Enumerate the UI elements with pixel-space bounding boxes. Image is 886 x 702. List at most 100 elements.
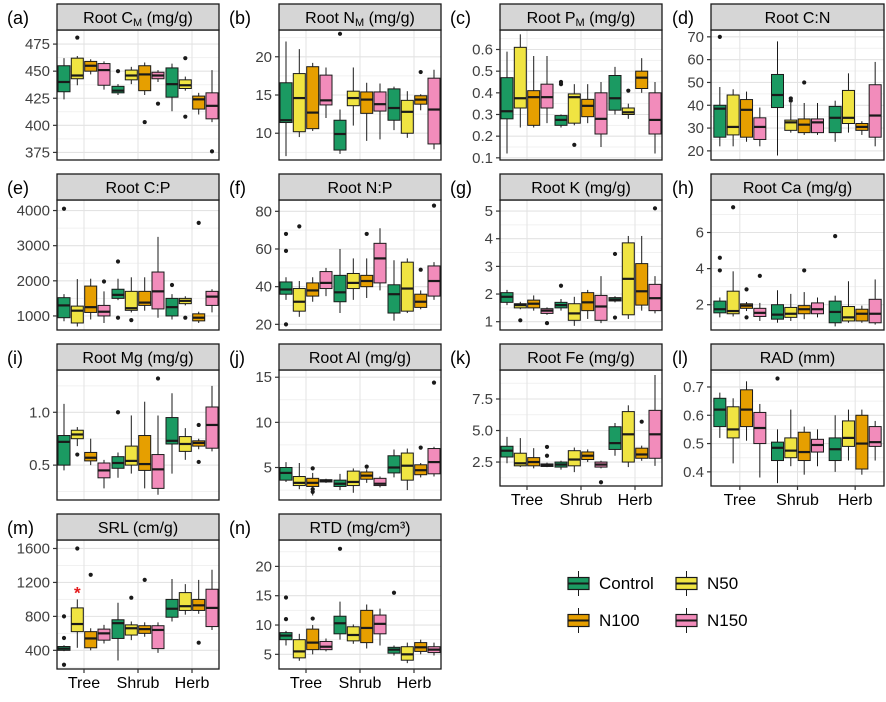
y-tick-label: 2 <box>485 286 493 303</box>
boxplot-key-icon <box>565 607 592 634</box>
outlier-point <box>613 252 617 256</box>
y-tick-label: 0.3 <box>472 107 493 124</box>
y-tick-label: 5 <box>485 203 493 220</box>
x-tick-label: Tree <box>289 675 321 692</box>
outlier-point <box>197 641 201 645</box>
panel-label: (f) <box>229 178 246 198</box>
boxplot-key-icon <box>673 570 700 597</box>
y-tick-label: 20 <box>255 49 272 66</box>
legend-item-control: Control <box>565 570 673 597</box>
y-tick-label: 1200 <box>17 574 50 591</box>
outlier-point <box>744 287 748 291</box>
significance-star: * <box>74 584 81 603</box>
panel-label: (g) <box>450 178 472 198</box>
legend-label-n50: N50 <box>707 574 738 594</box>
x-tick-label: Tree <box>723 492 755 509</box>
outlier-point <box>545 445 549 449</box>
legend: Control N50 N100 N150 <box>565 570 768 634</box>
y-tick-label: 800 <box>25 608 50 625</box>
outlier-point <box>626 89 630 93</box>
y-tick-label: 0.5 <box>29 457 50 474</box>
outlier-point <box>116 410 120 414</box>
panel-label: (n) <box>229 518 251 538</box>
y-tick-label: 400 <box>25 117 50 134</box>
x-tick-label: Shrub <box>338 675 381 692</box>
legend-label-control: Control <box>599 574 654 594</box>
panel-title: Root Ca (mg/g) <box>742 180 851 197</box>
x-tick-label: Shrub <box>117 675 160 692</box>
x-tick-label: Tree <box>68 675 100 692</box>
y-tick-label: 375 <box>25 144 50 161</box>
outlier-point <box>116 259 120 263</box>
panel-label: (l) <box>672 348 688 368</box>
outlier-point <box>572 143 576 147</box>
legend-label-n100: N100 <box>599 611 640 631</box>
panel-label: (c) <box>450 8 471 28</box>
outlier-point <box>802 80 806 84</box>
outlier-point <box>116 69 120 73</box>
outlier-point <box>62 636 66 640</box>
outlier-point <box>102 279 106 283</box>
outlier-point <box>283 232 287 236</box>
outlier-point <box>183 316 187 320</box>
box-herb-n150 <box>428 70 440 150</box>
panel-label: (h) <box>672 178 694 198</box>
outlier-point <box>75 35 79 39</box>
outlier-point <box>62 663 66 667</box>
boxplot-key-icon <box>673 607 700 634</box>
box-herb-n50 <box>622 405 634 467</box>
panel-h-chart: Root Ca (mg/g)(h)246 <box>665 170 886 340</box>
panel-label: (m) <box>7 518 34 538</box>
box-tree-n150 <box>320 479 332 483</box>
box-shrub-n100 <box>360 605 372 649</box>
y-tick-label: 0.6 <box>472 42 493 59</box>
y-tick-label: 4000 <box>17 203 50 220</box>
outlier-point <box>775 376 779 380</box>
outlier-point <box>75 452 79 456</box>
y-tick-label: 4 <box>695 261 703 278</box>
y-tick-label: 1 <box>485 314 493 331</box>
outlier-point <box>197 221 201 225</box>
outlier-point <box>418 70 422 74</box>
y-tick-label: 50 <box>687 74 704 91</box>
panel-label: (k) <box>450 348 471 368</box>
y-tick-label: 10 <box>255 125 272 142</box>
outlier-point <box>183 115 187 119</box>
outlier-point <box>613 315 617 319</box>
panel-title: Root Fe (mg/g) <box>527 350 635 367</box>
outlier-point <box>283 617 287 621</box>
legend-item-n50: N50 <box>673 570 768 597</box>
box-shrub-n150 <box>152 622 164 653</box>
box-shrub-n50 <box>347 624 359 643</box>
y-tick-label: 20 <box>255 316 272 333</box>
y-tick-label: 400 <box>25 642 50 659</box>
y-tick-label: 5 <box>263 646 271 663</box>
panel-label: (a) <box>7 8 29 28</box>
box-tree-n150 <box>98 61 110 89</box>
y-tick-label: 15 <box>255 588 272 605</box>
box-shrub-n150 <box>374 477 386 488</box>
y-tick-label: 70 <box>687 29 704 46</box>
y-tick-label: 40 <box>687 97 704 114</box>
outlier-point <box>599 480 603 484</box>
y-tick-label: 0.1 <box>472 150 493 167</box>
x-tick-label: Tree <box>511 492 543 509</box>
outlier-point <box>116 316 120 320</box>
y-tick-label: 2 <box>695 297 703 314</box>
y-tick-label: 0.5 <box>472 63 493 80</box>
y-tick-label: 1.0 <box>29 404 50 421</box>
outlier-point <box>418 268 422 272</box>
outlier-point <box>283 249 287 253</box>
y-tick-label: 20 <box>687 143 704 160</box>
